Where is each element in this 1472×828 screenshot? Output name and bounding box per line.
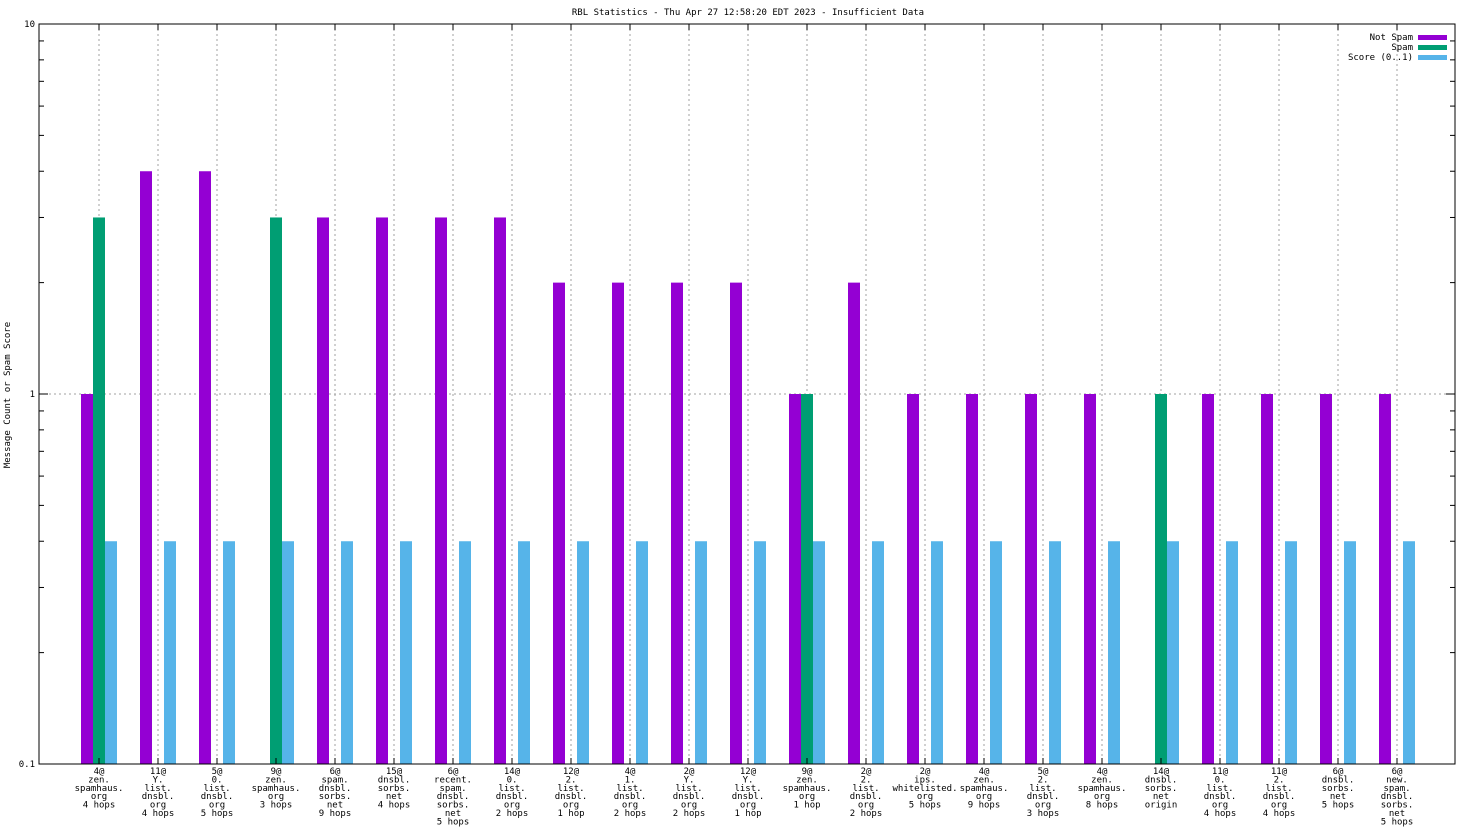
bar bbox=[1108, 541, 1120, 764]
x-tick-label: 11@ 2. list. dnsbl. org 4 hops bbox=[1263, 767, 1296, 819]
bar bbox=[789, 394, 801, 764]
x-tick-label: 6@ spam. dnsbl. sorbs. net 9 hops bbox=[319, 767, 352, 819]
bar bbox=[1344, 541, 1356, 764]
bar bbox=[577, 541, 589, 764]
bar bbox=[1226, 541, 1238, 764]
x-tick-label: 11@ 0. list. dnsbl. org 4 hops bbox=[1204, 767, 1237, 819]
x-tick-label: 4@ 1. list. dnsbl. org 2 hops bbox=[614, 767, 647, 819]
bar bbox=[1155, 394, 1167, 764]
bar bbox=[270, 217, 282, 764]
bar bbox=[1403, 541, 1415, 764]
bar bbox=[695, 541, 707, 764]
x-tick-label: 5@ 0. list. dnsbl. org 5 hops bbox=[201, 767, 234, 819]
bar bbox=[199, 171, 211, 765]
bar bbox=[1285, 541, 1297, 764]
x-tick-label: 15@ dnsbl. sorbs. net 4 hops bbox=[378, 767, 411, 811]
y-tick-label: 10 bbox=[24, 20, 35, 30]
x-tick-label: 11@ Y. list. dnsbl. org 4 hops bbox=[142, 767, 175, 819]
bar bbox=[105, 541, 117, 764]
x-tick-label: 5@ 2. list. dnsbl. org 3 hops bbox=[1027, 767, 1060, 819]
axes: 0.1 1 10 bbox=[19, 20, 1456, 770]
legend-label: Spam bbox=[1391, 43, 1413, 53]
bar bbox=[1261, 394, 1273, 764]
x-tick-label: 14@ 0. list. dnsbl. org 2 hops bbox=[496, 767, 529, 819]
legend-swatch bbox=[1418, 55, 1447, 60]
bar bbox=[636, 541, 648, 764]
x-tick-label: 2@ Y. list. dnsbl. org 2 hops bbox=[673, 767, 706, 819]
bar bbox=[931, 541, 943, 764]
legend-label: Not Spam bbox=[1370, 33, 1413, 43]
bar bbox=[341, 541, 353, 764]
bar bbox=[671, 282, 683, 764]
bar bbox=[376, 217, 388, 764]
bar bbox=[813, 541, 825, 764]
x-tick-label: 6@ new. spam. dnsbl. sorbs. net 5 hops bbox=[1381, 767, 1414, 827]
legend-swatch bbox=[1418, 45, 1447, 50]
x-tick-label: 2@ 2. list. dnsbl. org 2 hops bbox=[850, 767, 883, 819]
bar bbox=[282, 541, 294, 764]
bar bbox=[730, 282, 742, 764]
x-tick-label: 14@ dnsbl. sorbs. net origin bbox=[1145, 767, 1178, 811]
bar bbox=[801, 394, 813, 764]
bar bbox=[966, 394, 978, 764]
bar bbox=[223, 541, 235, 764]
bar bbox=[848, 282, 860, 764]
x-tick-labels: 4@ zen. spamhaus. org 4 hops 11@ Y. list. dnsbl.… bbox=[75, 767, 1414, 827]
bar bbox=[317, 217, 329, 764]
plot-border bbox=[38, 23, 1456, 765]
y-tick-label: 1 bbox=[30, 390, 35, 400]
x-tick-label: 12@ 2. list. dnsbl. org 1 hop bbox=[555, 767, 588, 819]
bar bbox=[1167, 541, 1179, 764]
y-tick-label: 0.1 bbox=[19, 760, 35, 770]
bar bbox=[459, 541, 471, 764]
bar bbox=[93, 217, 105, 764]
x-tick-label: 4@ zen. spamhaus. org 9 hops bbox=[960, 767, 1009, 811]
bar bbox=[872, 541, 884, 764]
bar bbox=[1025, 394, 1037, 764]
grid bbox=[39, 24, 1455, 764]
x-tick-label: 6@ recent. spam. dnsbl. sorbs. net 5 hops bbox=[434, 767, 472, 827]
bar bbox=[1202, 394, 1214, 764]
bar bbox=[400, 541, 412, 764]
chart-title: RBL Statistics - Thu Apr 27 12:58:20 EDT… bbox=[572, 8, 924, 18]
x-tick-label: 4@ zen. spamhaus. org 4 hops bbox=[75, 767, 124, 811]
bar bbox=[435, 217, 447, 764]
x-tick-label: 9@ zen. spamhaus. org 1 hop bbox=[783, 767, 832, 811]
bar bbox=[907, 394, 919, 764]
bar bbox=[1379, 394, 1391, 764]
x-tick-label: 12@ Y. list. dnsbl. org 1 hop bbox=[732, 767, 765, 819]
bar bbox=[518, 541, 530, 764]
bar bbox=[494, 217, 506, 764]
x-tick-label: 9@ zen. spamhaus. org 3 hops bbox=[252, 767, 301, 811]
bar bbox=[754, 541, 766, 764]
bar bbox=[1084, 394, 1096, 764]
bars bbox=[81, 171, 1415, 765]
bar bbox=[612, 282, 624, 764]
x-tick-label: 4@ zen. spamhaus. org 8 hops bbox=[1078, 767, 1127, 811]
bar bbox=[990, 541, 1002, 764]
x-tick-label: 2@ ips. whitelisted. org 5 hops bbox=[892, 767, 957, 811]
bar bbox=[140, 171, 152, 765]
bar bbox=[553, 282, 565, 764]
bar bbox=[81, 394, 93, 764]
bar bbox=[164, 541, 176, 764]
legend-label: Score (0..1) bbox=[1348, 53, 1413, 63]
legend-swatch bbox=[1418, 35, 1447, 40]
bar bbox=[1320, 394, 1332, 764]
y-axis-label: Message Count or Spam Score bbox=[3, 322, 13, 468]
bar bbox=[1049, 541, 1061, 764]
x-tick-label: 6@ dnsbl. sorbs. net 5 hops bbox=[1322, 767, 1355, 811]
